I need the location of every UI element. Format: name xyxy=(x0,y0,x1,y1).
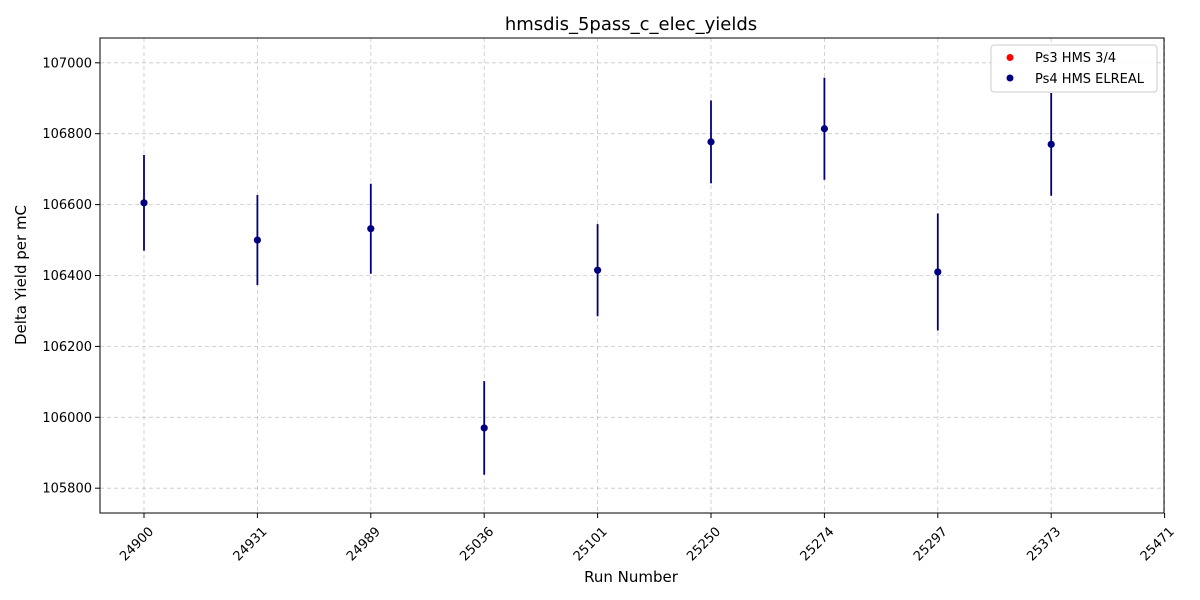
legend-box xyxy=(990,44,1158,93)
y-tick-label: 107000 xyxy=(42,56,92,71)
chart-title: hmsdis_5pass_c_elec_yields xyxy=(505,14,757,35)
y-tick-label: 106800 xyxy=(42,127,92,142)
y-axis-label: Delta Yield per mC xyxy=(12,205,30,345)
legend-marker-ps4 xyxy=(1006,74,1014,82)
y-tick-label: 106200 xyxy=(42,340,92,355)
data-point xyxy=(1047,140,1055,148)
legend: Ps3 HMS 3/4 Ps4 HMS ELREAL xyxy=(990,44,1158,93)
y-tick-label: 105800 xyxy=(42,482,92,497)
data-point xyxy=(934,268,942,276)
data-point xyxy=(820,125,829,133)
data-point xyxy=(594,266,602,274)
y-tick-label: 106400 xyxy=(42,269,92,284)
data-series xyxy=(140,77,1055,475)
data-point xyxy=(140,199,148,207)
x-axis-label: Run Number xyxy=(584,568,679,586)
y-tick-label: 106000 xyxy=(42,411,92,426)
data-point xyxy=(253,236,261,244)
data-point xyxy=(480,424,488,432)
data-point xyxy=(367,225,375,233)
legend-label-ps3: Ps3 HMS 3/4 xyxy=(1035,51,1116,66)
legend-marker-ps3 xyxy=(1006,54,1014,61)
legend-label-ps4: Ps4 HMS ELREAL xyxy=(1035,72,1145,87)
y-tick-label: 106600 xyxy=(42,198,92,213)
data-point xyxy=(707,138,715,146)
